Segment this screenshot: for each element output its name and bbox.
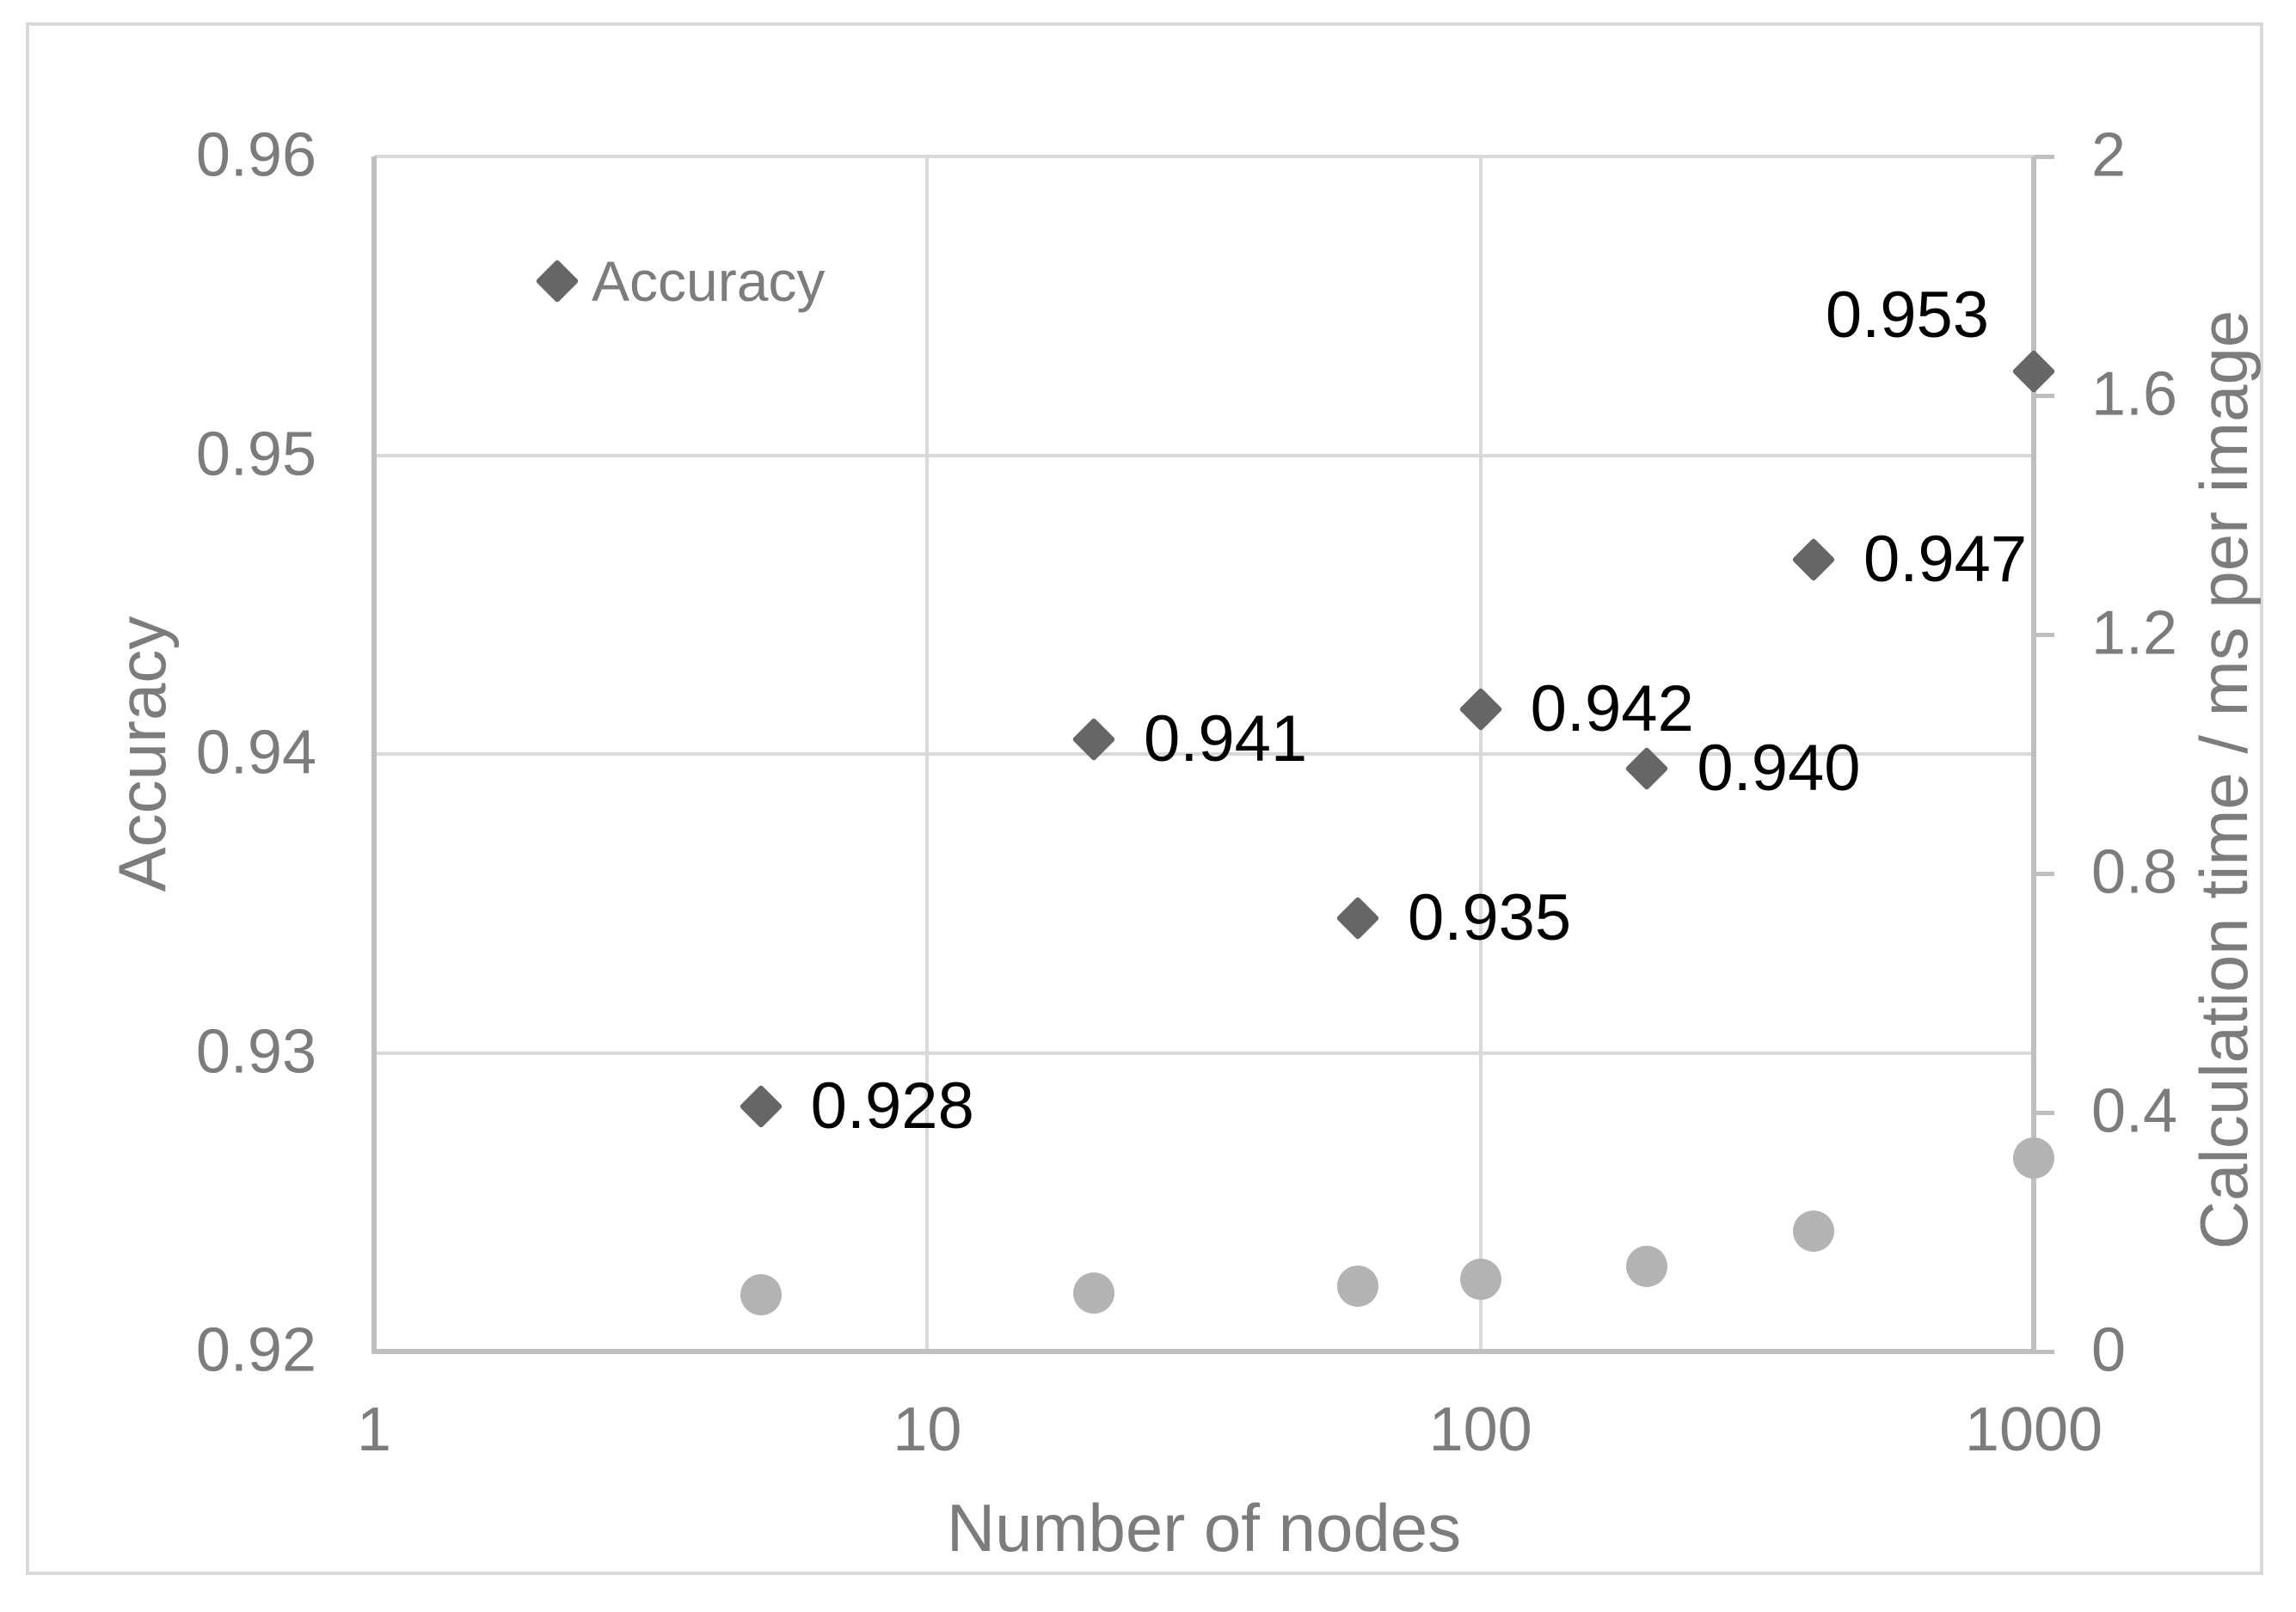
data-point-circle: [1072, 1272, 1114, 1314]
data-point-label: 0.928: [810, 1070, 974, 1143]
right-axis-tick-label: 1.2: [2091, 598, 2178, 668]
data-point-label: 0.942: [1530, 671, 1694, 745]
gridline-vertical: [1478, 156, 1483, 1352]
data-point-circle: [1792, 1211, 1834, 1253]
x-axis-title: Number of nodes: [946, 1490, 1462, 1566]
left-axis-tick-label: 0.95: [195, 420, 316, 489]
left-axis-title: Accuracy: [104, 616, 180, 892]
right-axis-tick: [2034, 872, 2054, 876]
gridline-horizontal: [374, 1051, 2034, 1055]
data-point-diamond: [739, 1084, 783, 1129]
data-point-circle: [740, 1273, 782, 1315]
left-axis-tick-label: 0.96: [195, 120, 316, 190]
data-point-label: 0.947: [1863, 523, 2028, 597]
left-axis-tick-label: 0.92: [195, 1315, 316, 1385]
left-axis-tick-label: 0.93: [195, 1017, 316, 1087]
data-point-label: 0.940: [1697, 732, 1861, 806]
right-axis-tick: [2034, 394, 2054, 398]
x-axis-tick-label: 100: [1428, 1395, 1532, 1464]
left-axis-line: [371, 156, 377, 1354]
gridline-horizontal: [374, 155, 2034, 158]
right-axis-tick-label: 0.8: [2091, 837, 2178, 907]
data-point-diamond: [1791, 537, 1836, 582]
right-axis-title: Calculation time / ms per image: [2186, 310, 2262, 1250]
gridline-horizontal: [374, 752, 2034, 756]
right-axis-line: [2031, 156, 2036, 1354]
right-axis-tick-label: 1.6: [2091, 359, 2178, 429]
right-axis-tick-label: 0.4: [2091, 1076, 2178, 1146]
right-axis-tick: [2034, 633, 2054, 637]
x-axis-tick-label: 1: [356, 1395, 392, 1464]
bottom-axis-line: [371, 1349, 2036, 1354]
right-axis-tick-label: 0: [2091, 1315, 2127, 1385]
right-axis-tick-label: 2: [2091, 120, 2127, 190]
data-point-diamond: [1458, 687, 1503, 732]
figure-border: [26, 22, 2263, 1575]
left-axis-tick-label: 0.94: [195, 718, 316, 788]
data-point-label: 0.941: [1143, 702, 1308, 775]
data-point-circle: [2013, 1137, 2054, 1179]
data-point-circle: [1626, 1246, 1668, 1288]
right-axis-tick: [2034, 1350, 2054, 1354]
gridline-horizontal: [374, 453, 2034, 457]
legend-diamond-icon: [535, 259, 580, 303]
data-point-diamond: [2011, 349, 2056, 394]
data-point-diamond: [1335, 896, 1380, 941]
right-axis-tick: [2034, 1111, 2054, 1115]
right-axis-tick: [2034, 155, 2054, 159]
data-point-circle: [1336, 1266, 1378, 1308]
x-axis-tick-label: 10: [893, 1395, 962, 1464]
x-axis-tick-label: 1000: [1964, 1395, 2103, 1464]
gridline-vertical: [925, 156, 930, 1352]
legend-label: Accuracy: [592, 249, 826, 313]
legend: Accuracy: [535, 249, 826, 313]
data-point-circle: [1459, 1258, 1501, 1300]
data-point-label: 0.953: [1825, 279, 1989, 352]
data-point-label: 0.935: [1407, 881, 1572, 955]
